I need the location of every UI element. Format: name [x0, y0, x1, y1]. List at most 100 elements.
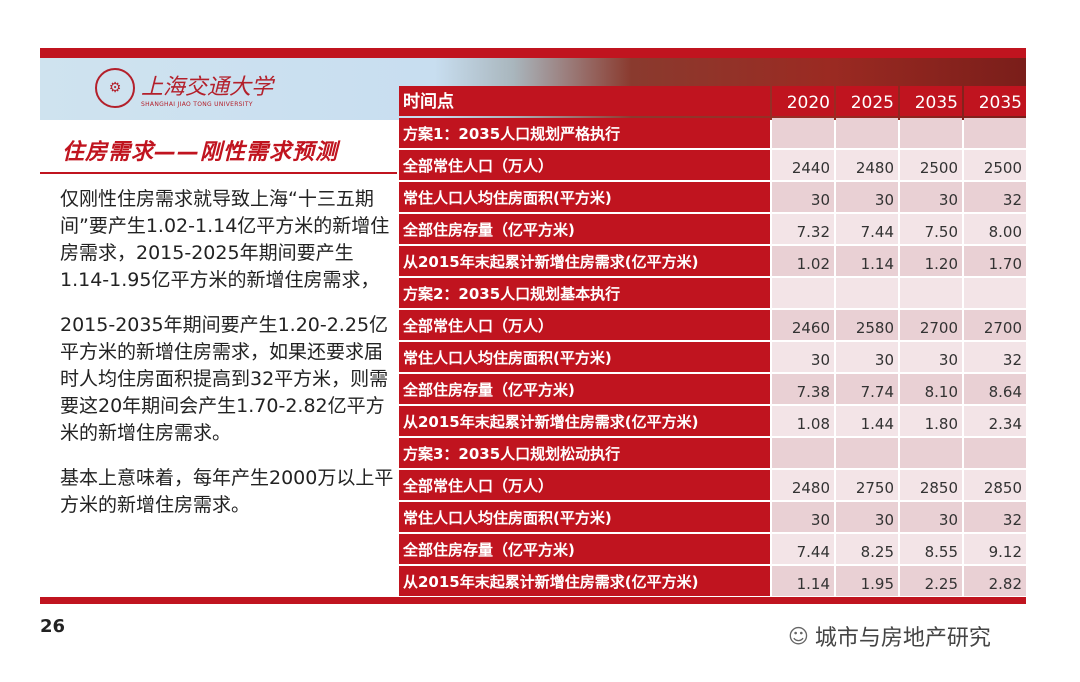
- logo-english-name: SHANGHAI JIAO TONG UNIVERSITY: [141, 100, 253, 108]
- row-label: 从2015年末起累计新增住房需求(亿平方米): [399, 566, 770, 596]
- cell-value: 2.82: [964, 566, 1026, 596]
- row-label: 全部住房存量（亿平方米): [399, 374, 770, 404]
- cell-value: 1.08: [772, 406, 834, 436]
- table-row: 从2015年末起累计新增住房需求(亿平方米) 1.14 1.95 2.25 2.82: [399, 566, 1026, 596]
- cell-value: 30: [836, 182, 898, 212]
- cell-value: 2580: [836, 310, 898, 340]
- university-logo: ⚙ 上海交通大学 SHANGHAI JIAO TONG UNIVERSITY: [95, 68, 273, 108]
- cell-value: 32: [964, 342, 1026, 372]
- cell-value: 1.80: [900, 406, 962, 436]
- cell-value: 2750: [836, 470, 898, 500]
- cell-value: 2480: [772, 470, 834, 500]
- watermark-text: 城市与房地产研究: [814, 626, 991, 651]
- cell-value: 2025: [836, 86, 898, 116]
- cell-value: 1.14: [772, 566, 834, 596]
- watermark: ☺ 城市与房地产研究: [788, 620, 991, 652]
- cell-value: 2020: [772, 86, 834, 116]
- cell-value: 30: [836, 342, 898, 372]
- wechat-icon: ☺: [788, 624, 809, 648]
- cell-value: [836, 118, 898, 148]
- cell-value: 8.10: [900, 374, 962, 404]
- row-label: 全部常住人口（万人）: [399, 310, 770, 340]
- cell-value: 1.14: [836, 246, 898, 276]
- cell-value: 2.25: [900, 566, 962, 596]
- row-label: 全部常住人口（万人）: [399, 470, 770, 500]
- cell-value: [836, 438, 898, 468]
- table-row: 方案2：2035人口规划基本执行: [399, 278, 1026, 308]
- row-label: 常住人口人均住房面积(平方米): [399, 182, 770, 212]
- cell-value: 32: [964, 182, 1026, 212]
- cell-value: 7.50: [900, 214, 962, 244]
- table-row: 全部常住人口（万人） 2480 2750 2850 2850: [399, 470, 1026, 500]
- cell-value: 8.64: [964, 374, 1026, 404]
- table-row: 全部常住人口（万人） 2440 2480 2500 2500: [399, 150, 1026, 180]
- cell-value: 7.44: [772, 534, 834, 564]
- cell-value: 2850: [900, 470, 962, 500]
- page-number: 26: [40, 616, 66, 637]
- cell-value: 1.20: [900, 246, 962, 276]
- row-label: 全部住房存量（亿平方米): [399, 214, 770, 244]
- cell-value: 30: [900, 182, 962, 212]
- cell-value: [900, 118, 962, 148]
- table-row: 方案3：2035人口规划松动执行: [399, 438, 1026, 468]
- cell-value: 8.00: [964, 214, 1026, 244]
- row-label: 方案2：2035人口规划基本执行: [399, 278, 770, 308]
- cell-value: 8.25: [836, 534, 898, 564]
- cell-value: 7.74: [836, 374, 898, 404]
- cell-value: 2035: [900, 86, 962, 116]
- row-label: 全部常住人口（万人）: [399, 150, 770, 180]
- cell-value: 1.02: [772, 246, 834, 276]
- university-seal-icon: ⚙: [95, 68, 135, 108]
- row-label: 方案1：2035人口规划严格执行: [399, 118, 770, 148]
- row-label: 方案3：2035人口规划松动执行: [399, 438, 770, 468]
- cell-value: 2460: [772, 310, 834, 340]
- cell-value: 2500: [964, 150, 1026, 180]
- table-row: 全部常住人口（万人） 2460 2580 2700 2700: [399, 310, 1026, 340]
- row-label: 常住人口人均住房面积(平方米): [399, 342, 770, 372]
- cell-value: 30: [772, 342, 834, 372]
- cell-value: [772, 278, 834, 308]
- table-row: 常住人口人均住房面积(平方米) 30 30 30 32: [399, 342, 1026, 372]
- cell-value: 2.34: [964, 406, 1026, 436]
- row-label: 从2015年末起累计新增住房需求(亿平方米): [399, 406, 770, 436]
- cell-value: 9.12: [964, 534, 1026, 564]
- title-divider: [40, 172, 397, 174]
- cell-value: 2700: [900, 310, 962, 340]
- cell-value: 1.95: [836, 566, 898, 596]
- body-text: 仅刚性住房需求就导致上海“十三五期间”要产生1.02-1.14亿平方米的新增住房…: [60, 186, 400, 537]
- row-label: 时间点: [399, 86, 770, 116]
- cell-value: 30: [900, 502, 962, 532]
- table-row: 全部住房存量（亿平方米) 7.44 8.25 8.55 9.12: [399, 534, 1026, 564]
- cell-value: 2850: [964, 470, 1026, 500]
- cell-value: [900, 278, 962, 308]
- table-row: 从2015年末起累计新增住房需求(亿平方米) 1.08 1.44 1.80 2.34: [399, 406, 1026, 436]
- demand-forecast-table: 时间点 2020 2025 2035 2035 方案1：2035人口规划严格执行 全部常住人…: [397, 84, 1028, 598]
- paragraph: 2015-2035年期间要产生1.20-2.25亿平方米的新增住房需求，如果还要…: [60, 314, 389, 444]
- table-header-row: 时间点 2020 2025 2035 2035: [399, 86, 1026, 116]
- table-row: 常住人口人均住房面积(平方米) 30 30 30 32: [399, 502, 1026, 532]
- row-label: 常住人口人均住房面积(平方米): [399, 502, 770, 532]
- cell-value: [772, 438, 834, 468]
- cell-value: [964, 438, 1026, 468]
- paragraph: 基本上意味着，每年产生2000万以上平方米的新增住房需求。: [60, 467, 394, 516]
- cell-value: 2480: [836, 150, 898, 180]
- cell-value: 7.38: [772, 374, 834, 404]
- logo-chinese-name: 上海交通大学: [141, 74, 274, 100]
- row-label: 全部住房存量（亿平方米): [399, 534, 770, 564]
- paragraph: 仅刚性住房需求就导致上海“十三五期间”要产生1.02-1.14亿平方米的新增住房…: [60, 188, 390, 291]
- cell-value: 2035: [964, 86, 1026, 116]
- cell-value: 2440: [772, 150, 834, 180]
- cell-value: 30: [900, 342, 962, 372]
- table-row: 从2015年末起累计新增住房需求(亿平方米) 1.02 1.14 1.20 1.70: [399, 246, 1026, 276]
- table-row: 全部住房存量（亿平方米) 7.32 7.44 7.50 8.00: [399, 214, 1026, 244]
- cell-value: [900, 438, 962, 468]
- row-label: 从2015年末起累计新增住房需求(亿平方米): [399, 246, 770, 276]
- cell-value: [964, 118, 1026, 148]
- cell-value: 1.70: [964, 246, 1026, 276]
- cell-value: 1.44: [836, 406, 898, 436]
- cell-value: 32: [964, 502, 1026, 532]
- slide-title: 住房需求——刚性需求预测: [62, 140, 339, 165]
- cell-value: 8.55: [900, 534, 962, 564]
- cell-value: [964, 278, 1026, 308]
- table-row: 方案1：2035人口规划严格执行: [399, 118, 1026, 148]
